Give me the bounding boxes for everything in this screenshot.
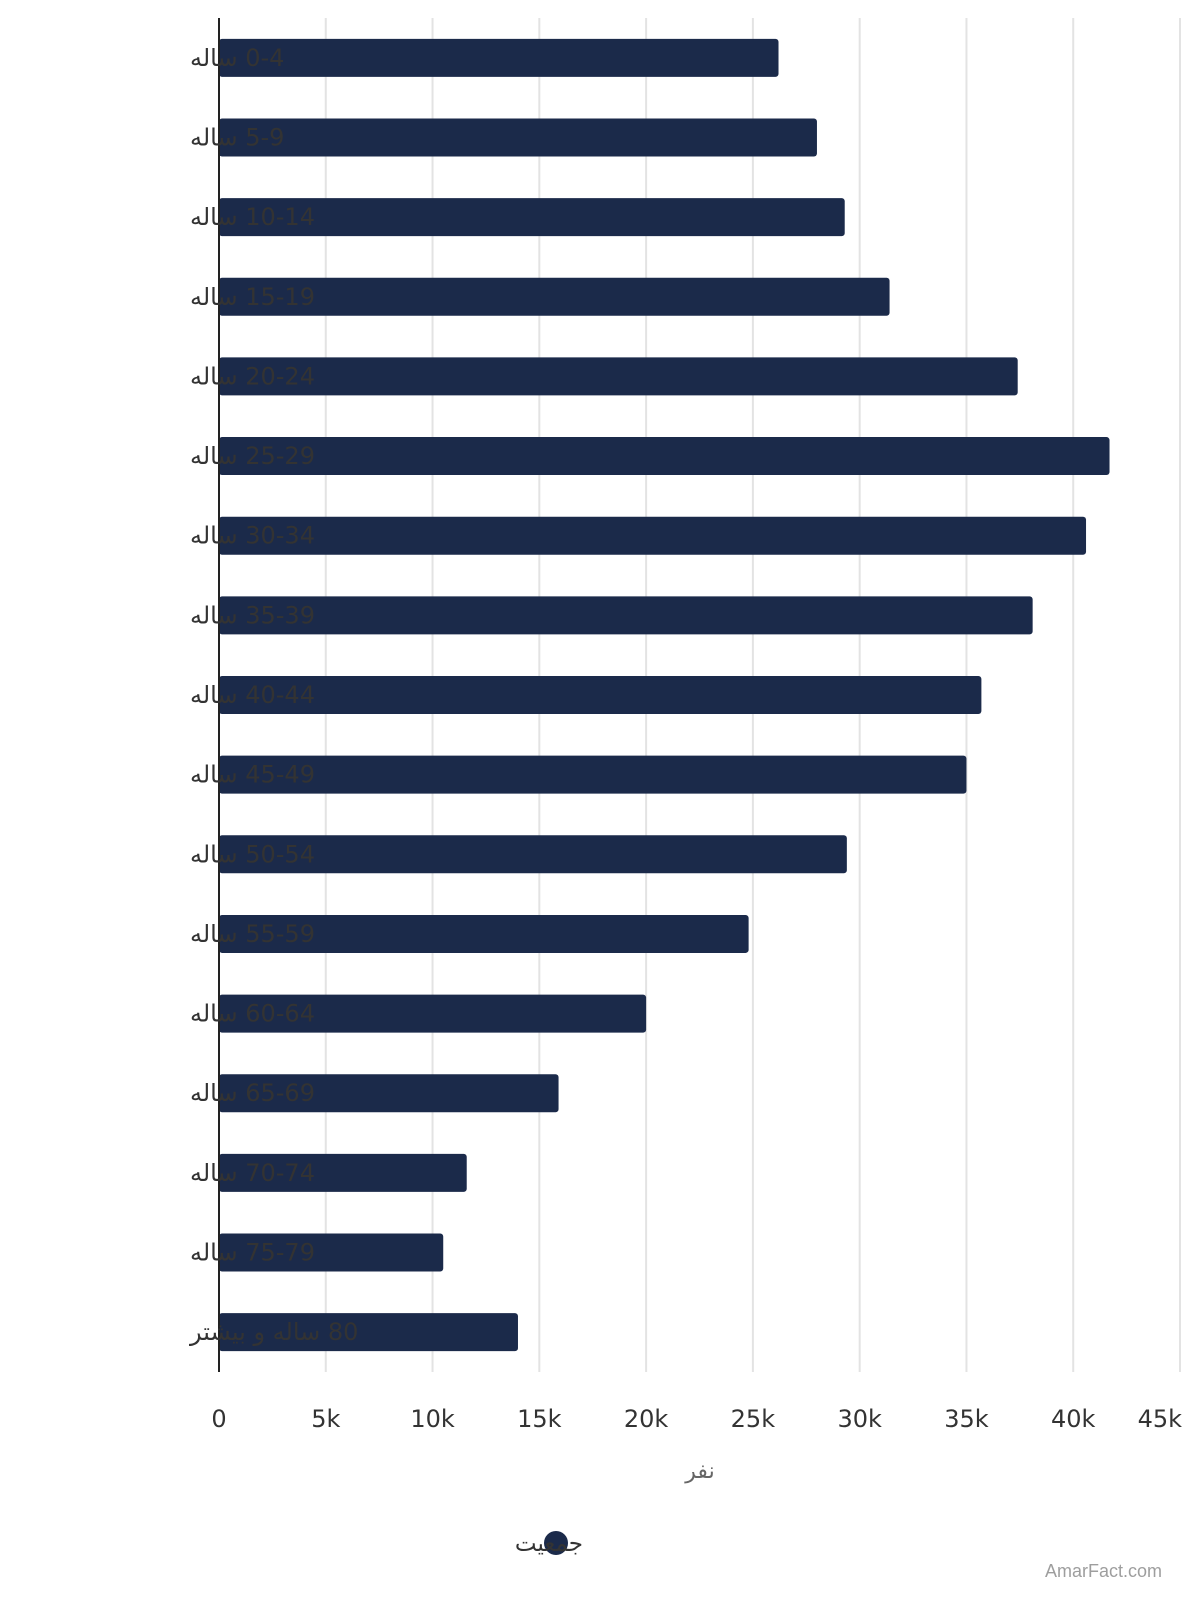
bar (219, 1233, 444, 1272)
watermark: AmarFact.com (1044, 1561, 1162, 1581)
bar (219, 755, 967, 794)
bar (219, 1313, 518, 1352)
category-label: 15-19 ساله (190, 283, 315, 311)
bar (219, 198, 845, 237)
x-tick-label: 5k (311, 1405, 340, 1433)
bars-layer (219, 38, 1110, 1352)
bar (219, 437, 1110, 476)
category-label: 35-39 ساله (190, 601, 315, 629)
legend-marker (544, 1531, 568, 1555)
category-label: 25-29 ساله (190, 442, 315, 470)
category-label: 75-79 ساله (190, 1239, 315, 1267)
category-label: 0-4 ساله (190, 44, 284, 72)
bar (219, 914, 749, 953)
x-tick-label: 15k (517, 1405, 562, 1433)
bar (219, 357, 1018, 396)
category-label: 20-24 ساله (190, 362, 315, 390)
category-label: 70-74 ساله (190, 1159, 315, 1187)
legend-label: جمعیت (515, 1531, 583, 1557)
category-label: 60-64 ساله (190, 1000, 315, 1028)
category-label: 5-9 ساله (190, 123, 284, 151)
bar (219, 38, 779, 77)
x-tick-label: 25k (731, 1405, 776, 1433)
category-label: 55-59 ساله (190, 920, 315, 948)
x-tick-label: 35k (944, 1405, 989, 1433)
labels-layer: 0 5k 10k 15k 20k 25k 30k 35k 40k 45k 0-4 ساله 5-9 س… (189, 44, 1182, 1484)
x-tick-label: 45k (1138, 1405, 1183, 1433)
x-tick-label: 20k (624, 1405, 669, 1433)
x-tick-label: 0 (211, 1405, 226, 1433)
bar (219, 1153, 467, 1192)
bar (219, 596, 1033, 635)
x-tick-label: 30k (837, 1405, 882, 1433)
legend: جمعیت (515, 1531, 583, 1557)
bar (219, 1074, 559, 1113)
category-label: 30-34 ساله (190, 522, 315, 550)
bar (219, 676, 982, 714)
x-tick-label: 40k (1051, 1405, 1096, 1433)
category-label: 40-44 ساله (190, 681, 315, 709)
bar (219, 277, 890, 316)
category-label: 45-49 ساله (190, 761, 315, 789)
bar (219, 118, 817, 157)
bar (219, 994, 647, 1033)
bar (219, 835, 847, 874)
category-label: 10-14 ساله (190, 203, 315, 231)
bar (219, 516, 1087, 555)
category-label: 50-54 ساله (190, 840, 315, 868)
category-label: 80 ساله و بیشتر (189, 1318, 358, 1346)
x-tick-label: 10k (410, 1405, 455, 1433)
category-label: 65-69 ساله (190, 1079, 315, 1107)
x-axis-title: نفر (684, 1459, 714, 1484)
